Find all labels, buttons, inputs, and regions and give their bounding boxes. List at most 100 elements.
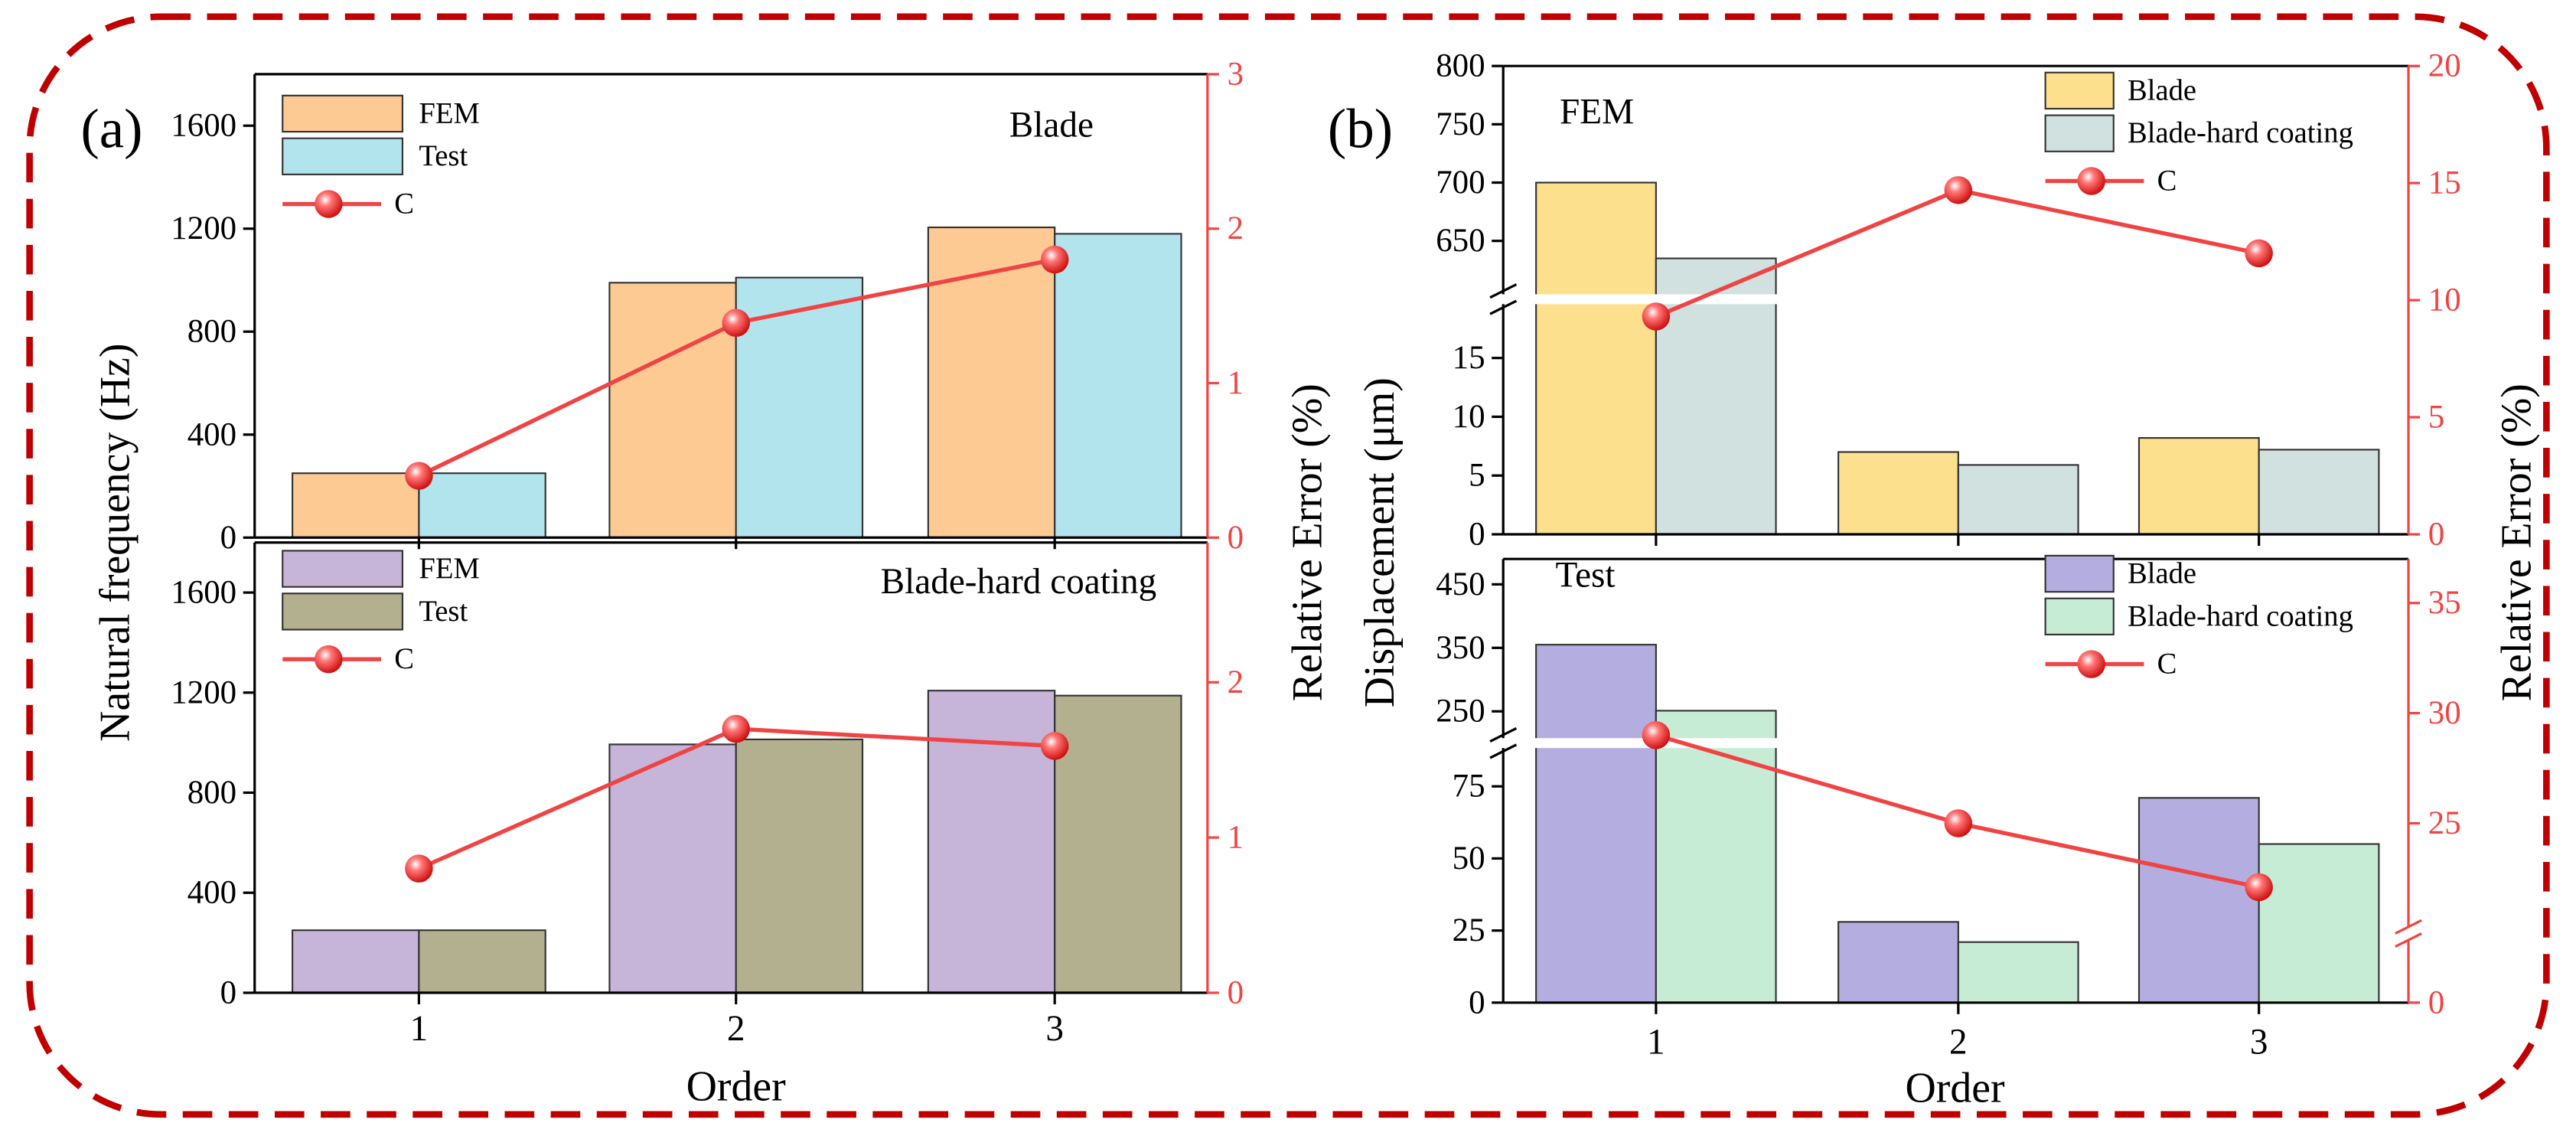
y-tick-label: 50 xyxy=(1453,841,1485,876)
y-tick-label: 1600 xyxy=(171,575,236,611)
y-axis-label: Displacement (μm) xyxy=(1356,377,1404,707)
y-tick-label: 450 xyxy=(1436,566,1485,602)
y2-tick-label: 2 xyxy=(1228,211,1244,246)
y-tick-label: 5 xyxy=(1469,458,1485,494)
marker xyxy=(405,854,433,883)
y-tick-label: 400 xyxy=(187,875,236,911)
legend-swatch xyxy=(2044,597,2115,636)
x-axis-label: Order xyxy=(686,1063,787,1110)
legend-label: Test xyxy=(419,596,468,628)
break-slash xyxy=(1489,743,1518,759)
y-axis-label: Natural frequency (Hz) xyxy=(91,343,139,741)
y-tick-label: 1200 xyxy=(171,674,236,710)
axis-break xyxy=(2403,926,2414,940)
bar xyxy=(927,690,1056,994)
bar xyxy=(2258,843,2380,1004)
y-tick-label: 10 xyxy=(1453,399,1485,435)
marker xyxy=(722,714,750,743)
y2-tick-label: 25 xyxy=(2428,805,2461,841)
y2-tick-label: 5 xyxy=(2428,400,2444,436)
y2-tick-label: 0 xyxy=(2428,516,2444,552)
x-tick-label: 2 xyxy=(1949,1022,1968,1062)
panel-label: (a) xyxy=(80,97,142,159)
break-slash xyxy=(1489,299,1518,315)
break-slash xyxy=(2395,919,2422,935)
bar xyxy=(1655,257,1777,536)
y2-axis-label: Relative Error (%) xyxy=(2493,384,2541,701)
bar xyxy=(418,472,546,539)
legend-swatch xyxy=(2044,554,2115,593)
y2-tick-label: 15 xyxy=(2428,165,2461,201)
legend-marker xyxy=(315,645,343,674)
annotation: Blade xyxy=(1009,105,1094,145)
y-tick-label: 0 xyxy=(1469,516,1485,552)
bar xyxy=(1837,921,1959,1004)
x-tick-label: 2 xyxy=(727,1009,745,1049)
y2-tick-label: 10 xyxy=(2428,282,2461,318)
marker xyxy=(1944,176,1973,204)
legend-swatch xyxy=(2044,114,2115,152)
legend-marker xyxy=(315,190,343,218)
x-tick-label: 3 xyxy=(2250,1022,2268,1062)
bar xyxy=(2137,436,2260,536)
bar xyxy=(735,276,864,539)
y2-tick-label: 35 xyxy=(2428,585,2461,621)
y2-tick-label: 0 xyxy=(1228,974,1244,1010)
marker xyxy=(1642,721,1671,749)
y-tick-label: 750 xyxy=(1436,106,1485,142)
legend-label: FEM xyxy=(419,553,479,585)
legend-label: C xyxy=(394,188,414,220)
y2-tick-label: 3 xyxy=(1228,56,1244,92)
bar xyxy=(292,929,420,994)
bar xyxy=(418,929,546,994)
bar xyxy=(1957,941,2079,1004)
marker xyxy=(405,462,433,490)
y-tick-label: 700 xyxy=(1436,165,1485,201)
bar xyxy=(1535,181,1657,536)
bar xyxy=(292,472,420,539)
y2-tick-label: 1 xyxy=(1228,365,1244,401)
marker xyxy=(1040,245,1069,274)
marker xyxy=(1642,302,1671,331)
legend-marker xyxy=(2077,167,2105,195)
y-tick-label: 400 xyxy=(187,416,236,452)
y2-tick-label: 20 xyxy=(2428,48,2461,84)
legend-swatch xyxy=(282,137,404,175)
legend-label: C xyxy=(394,643,414,675)
legend-label: Blade-hard coating xyxy=(2128,600,2353,632)
y-tick-label: 350 xyxy=(1436,630,1485,666)
legend-swatch xyxy=(282,592,404,631)
y-tick-label: 800 xyxy=(1436,48,1485,84)
panel-label: (b) xyxy=(1328,97,1393,159)
y-tick-label: 0 xyxy=(220,520,236,556)
x-tick-label: 3 xyxy=(1045,1009,1064,1049)
legend-label: Blade xyxy=(2128,558,2196,590)
legend-label: FEM xyxy=(419,97,479,129)
y2-tick-label: 1 xyxy=(1228,820,1244,856)
marker xyxy=(2245,873,2273,902)
x-tick-label: 1 xyxy=(410,1009,429,1049)
legend-swatch xyxy=(282,550,404,588)
bar xyxy=(1655,710,1777,1004)
marker xyxy=(722,308,750,338)
bar xyxy=(1054,694,1182,994)
y2-tick-label: 30 xyxy=(2428,695,2461,731)
legend-label: Blade-hard coating xyxy=(2128,117,2353,149)
annotation: Test xyxy=(1556,556,1616,596)
break-slash xyxy=(1489,283,1518,299)
bar xyxy=(608,743,737,994)
y2-tick-label: 2 xyxy=(1228,664,1244,700)
axis-break xyxy=(1486,738,2405,749)
y-tick-label: 650 xyxy=(1436,223,1485,259)
bar xyxy=(1535,644,1657,1004)
bar xyxy=(1957,464,2079,536)
legend-label: Blade xyxy=(2128,74,2196,106)
y-tick-label: 1200 xyxy=(171,211,236,246)
y2-tick-label: 0 xyxy=(1228,520,1244,556)
bar xyxy=(1054,233,1182,539)
y-tick-label: 25 xyxy=(1453,912,1485,948)
y-tick-label: 0 xyxy=(1469,984,1485,1020)
y-tick-label: 800 xyxy=(187,314,236,350)
dashed-frame xyxy=(26,13,2550,1118)
